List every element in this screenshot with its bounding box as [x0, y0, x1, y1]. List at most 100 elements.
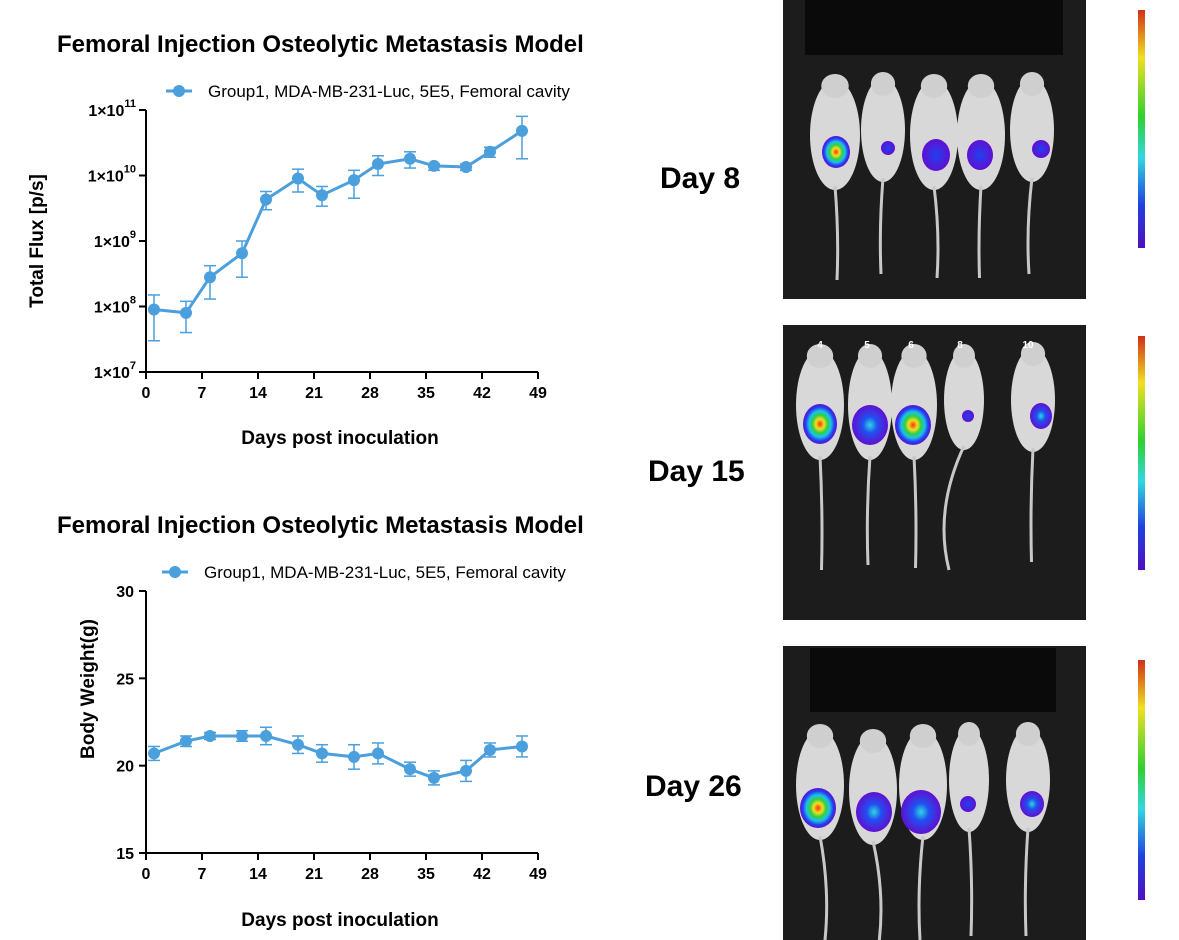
mouse-number-tag: 10 — [1022, 340, 1034, 351]
day15-image: 4 5 6 8 10 — [783, 325, 1086, 620]
weight-data-point — [292, 738, 304, 751]
mouse — [810, 74, 860, 281]
day15-signal — [962, 410, 974, 422]
weight-data-point — [316, 747, 328, 760]
flux-error-bar — [516, 115, 528, 160]
day15-signal — [895, 405, 931, 445]
weight-y-tick-label: 20 — [116, 759, 134, 776]
day8-signal — [881, 141, 895, 155]
flux-series-line — [153, 129, 523, 315]
day26-signal — [800, 788, 836, 828]
flux-y-tick-label: 1×109 — [94, 229, 136, 251]
weight-x-tick-label: 28 — [361, 866, 379, 883]
flux-y-ticks: 1×107 1×108 1×109 1×1010 1×1011 — [88, 98, 146, 382]
flux-data-point — [348, 174, 360, 187]
color-scale-bar — [1138, 10, 1145, 248]
flux-data-point — [260, 193, 272, 206]
day15-signal — [1030, 403, 1052, 429]
weight-chart: Femoral Injection Osteolytic Metastasis … — [57, 512, 584, 931]
day15-signal — [803, 404, 837, 444]
flux-data-point — [428, 159, 440, 172]
weight-x-ticks: 0 7 14 21 28 35 42 49 — [142, 853, 547, 883]
weight-x-tick-label: 35 — [417, 866, 435, 883]
flux-data-point — [372, 157, 384, 170]
day15-mouse-numbers: 4 5 6 8 10 — [817, 340, 1034, 351]
weight-chart-title: Femoral Injection Osteolytic Metastasis … — [57, 512, 584, 539]
mouse-number-tag: 5 — [864, 340, 870, 351]
weight-x-label: Days post inoculation — [241, 910, 438, 931]
weight-data-point — [484, 743, 496, 756]
flux-x-tick-label: 49 — [529, 385, 547, 402]
flux-y-tick-label: 1×108 — [94, 295, 136, 317]
day26-signal — [1020, 791, 1044, 817]
mouse — [861, 72, 905, 275]
color-scale-day26 — [1138, 660, 1145, 900]
flux-x-tick-label: 28 — [361, 385, 379, 402]
weight-data-point — [428, 771, 440, 784]
flux-data-point — [292, 172, 304, 185]
weight-data-point — [180, 735, 192, 748]
mouse — [949, 722, 989, 937]
flux-x-tick-label: 42 — [473, 385, 491, 402]
flux-legend-marker — [173, 85, 185, 97]
day26-holder — [810, 648, 1056, 712]
flux-y-tick-label: 1×107 — [94, 360, 136, 382]
weight-legend-marker — [169, 566, 181, 578]
mouse — [942, 344, 984, 571]
weight-data-point — [148, 747, 160, 760]
flux-data-point — [148, 303, 160, 316]
weight-data-point — [372, 747, 384, 760]
color-scale-day15 — [1138, 336, 1145, 570]
day26-image — [783, 646, 1086, 940]
flux-data-point — [236, 247, 248, 260]
day15-label: Day 15 — [648, 455, 745, 488]
weight-data-point — [404, 763, 416, 776]
weight-legend-label: Group1, MDA-MB-231-Luc, 5E5, Femoral cav… — [204, 563, 566, 582]
weight-y-tick-label: 30 — [116, 584, 134, 601]
flux-x-label: Days post inoculation — [241, 428, 438, 449]
weight-x-tick-label: 42 — [473, 866, 491, 883]
weight-x-tick-label: 21 — [305, 866, 323, 883]
weight-series — [148, 726, 528, 786]
flux-x-tick-label: 35 — [417, 385, 435, 402]
color-scale-bar — [1138, 660, 1145, 900]
color-scale-bar — [1138, 336, 1145, 570]
flux-data-point — [204, 271, 216, 284]
day15-signal — [852, 405, 888, 445]
day8-image — [783, 0, 1086, 299]
weight-data-point — [260, 729, 272, 742]
flux-error-bar — [148, 294, 160, 342]
day8-holder — [805, 0, 1063, 55]
day26-label: Day 26 — [645, 770, 742, 803]
weight-data-point — [516, 740, 528, 753]
flux-x-tick-label: 0 — [142, 385, 151, 402]
weight-data-point — [460, 764, 472, 777]
day26-signal — [856, 792, 892, 832]
weight-legend: Group1, MDA-MB-231-Luc, 5E5, Femoral cav… — [162, 563, 566, 582]
day8-signal — [1032, 140, 1050, 158]
flux-series — [148, 115, 528, 342]
flux-legend-label: Group1, MDA-MB-231-Luc, 5E5, Femoral cav… — [208, 82, 570, 101]
flux-x-tick-label: 7 — [198, 385, 207, 402]
mouse-number-tag: 4 — [817, 340, 823, 351]
weight-x-tick-label: 14 — [249, 866, 267, 883]
weight-x-tick-label: 0 — [142, 866, 151, 883]
flux-data-point — [460, 160, 472, 173]
flux-data-point — [484, 145, 496, 158]
day8-signal — [967, 140, 993, 170]
flux-x-tick-label: 21 — [305, 385, 323, 402]
flux-chart: Femoral Injection Osteolytic Metastasis … — [27, 31, 584, 449]
weight-y-tick-label: 25 — [116, 671, 134, 688]
flux-legend: Group1, MDA-MB-231-Luc, 5E5, Femoral cav… — [166, 82, 570, 101]
mouse-number-tag: 8 — [957, 340, 963, 351]
flux-data-point — [516, 124, 528, 137]
flux-data-point — [316, 189, 328, 202]
day8-signal — [922, 139, 950, 171]
flux-y-tick-label: 1×1011 — [88, 98, 136, 120]
flux-y-label: Total Flux [p/s] — [27, 174, 48, 308]
mouse-number-tag: 6 — [908, 340, 914, 351]
day8-label: Day 8 — [660, 162, 740, 195]
flux-data-point — [404, 152, 416, 165]
flux-chart-title: Femoral Injection Osteolytic Metastasis … — [57, 31, 584, 58]
